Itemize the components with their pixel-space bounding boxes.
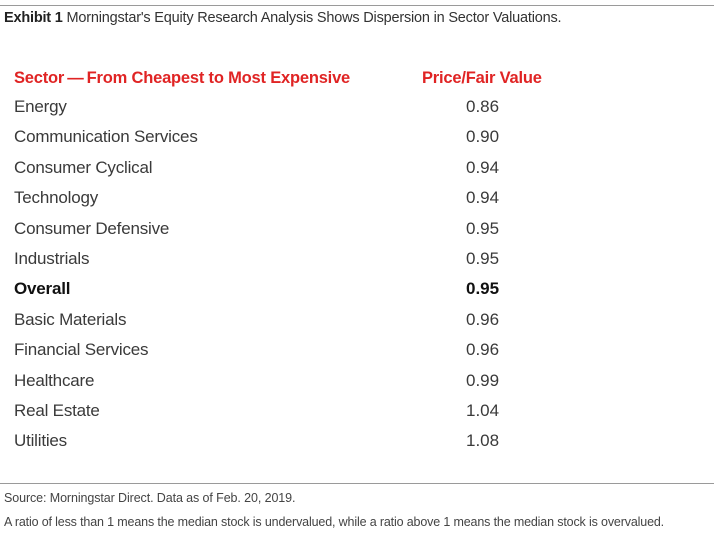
table-row: Consumer Cyclical 0.94 [0, 158, 716, 188]
sector-label: Financial Services [14, 340, 149, 360]
price-fair-value: 0.90 [466, 127, 500, 147]
sector-label: Overall [14, 279, 71, 299]
table-row: Utilities 1.08 [0, 431, 716, 461]
sector-label: Basic Materials [14, 309, 127, 329]
table-row: Technology 0.94 [0, 188, 716, 218]
price-fair-value: 0.96 [466, 340, 500, 360]
table-row: Industrials 0.95 [0, 249, 716, 279]
table-row: Energy 0.86 [0, 97, 716, 127]
bottom-rule [0, 483, 714, 484]
price-fair-value: 0.94 [466, 157, 500, 177]
price-fair-value: 0.95 [466, 218, 500, 238]
column-header-sector: Sector — From Cheapest to Most Expensive [14, 69, 351, 87]
exhibit-title: Morningstar's Equity Research Analysis S… [66, 10, 562, 26]
table-row: Financial Services 0.96 [0, 340, 716, 370]
column-header-price-fair-value: Price/Fair Value [422, 69, 542, 87]
price-fair-value: 0.95 [466, 249, 500, 268]
sector-label: Technology [14, 188, 99, 208]
price-fair-value: 1.08 [466, 431, 500, 451]
source-note: Source: Morningstar Direct. Data as of F… [4, 491, 296, 505]
exhibit-label: Exhibit 1 [4, 10, 63, 26]
top-rule [0, 5, 714, 6]
price-fair-value: 0.96 [466, 309, 500, 329]
price-fair-value: 0.95 [466, 279, 500, 299]
sector-label: Real Estate [14, 401, 100, 420]
table-row: Communication Services 0.90 [0, 127, 716, 157]
sector-label: Industrials [14, 249, 90, 268]
table-row: Real Estate 1.04 [0, 401, 716, 431]
sector-label: Healthcare [14, 370, 95, 390]
table-row: Healthcare 0.99 [0, 371, 716, 401]
price-fair-value: 1.04 [466, 401, 500, 420]
sector-label: Consumer Cyclical [14, 157, 153, 177]
price-fair-value: 0.94 [466, 188, 500, 208]
ratio-explanation-note: A ratio of less than 1 means the median … [4, 515, 665, 529]
table-row: Basic Materials 0.96 [0, 310, 716, 340]
sector-label: Consumer Defensive [14, 218, 170, 238]
table-row: Overall 0.95 [0, 279, 716, 309]
sector-label: Utilities [14, 431, 67, 451]
sector-label: Energy [14, 97, 67, 116]
price-fair-value: 0.99 [466, 370, 500, 390]
price-fair-value: 0.86 [466, 97, 500, 116]
sector-label: Communication Services [14, 127, 198, 147]
exhibit-caption: Exhibit 1 Morningstar's Equity Research … [4, 10, 562, 26]
table-row: Consumer Defensive 0.95 [0, 219, 716, 249]
